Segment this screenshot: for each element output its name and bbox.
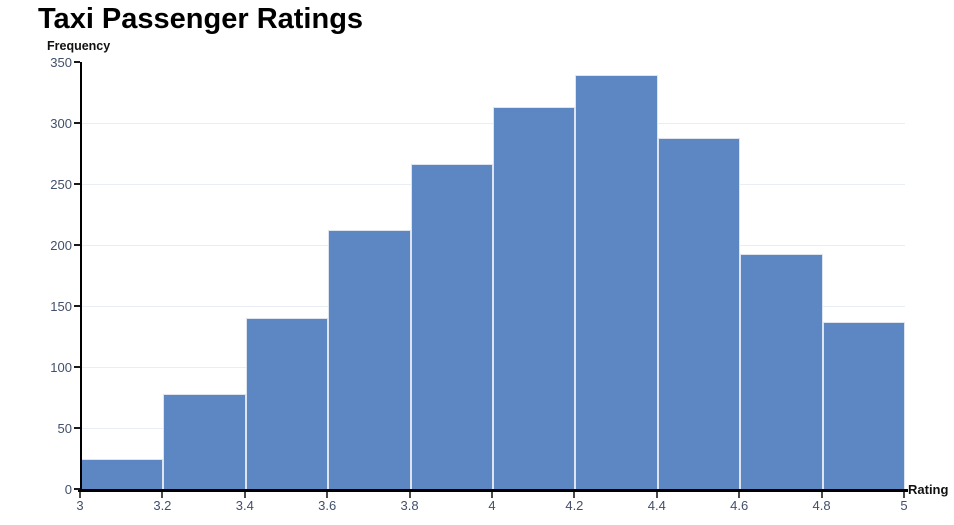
x-tick-mark bbox=[491, 492, 493, 498]
histogram-bar bbox=[328, 230, 411, 489]
histogram-bar bbox=[740, 253, 823, 489]
x-tick-label: 3.6 bbox=[318, 498, 337, 513]
x-tick-mark bbox=[738, 492, 741, 498]
histogram-bar bbox=[822, 321, 905, 489]
y-tick-mark bbox=[74, 488, 80, 490]
x-tick-label: 4.8 bbox=[812, 498, 831, 513]
y-tick-mark bbox=[74, 244, 80, 246]
x-tick-mark bbox=[820, 492, 823, 498]
x-tick-mark bbox=[408, 492, 411, 498]
x-tick-mark bbox=[903, 492, 905, 498]
x-tick-mark bbox=[655, 492, 658, 498]
y-tick-label: 0 bbox=[64, 482, 72, 497]
histogram-bar bbox=[410, 164, 493, 489]
x-tick-label: 4.2 bbox=[565, 498, 584, 513]
x-tick-mark bbox=[573, 492, 576, 498]
x-tick-label: 3 bbox=[76, 498, 84, 513]
y-tick-mark bbox=[74, 183, 80, 185]
histogram-bar bbox=[657, 137, 741, 489]
histogram-bar bbox=[81, 458, 164, 489]
x-tick-mark bbox=[243, 492, 246, 498]
chart-title: Taxi Passenger Ratings bbox=[38, 3, 364, 35]
histogram-bar bbox=[163, 393, 246, 489]
y-tick-label: 50 bbox=[57, 421, 72, 436]
x-tick-label: 3.2 bbox=[153, 498, 172, 513]
x-tick-label: 4.6 bbox=[730, 498, 749, 513]
x-tick-mark bbox=[161, 492, 164, 498]
y-tick-mark bbox=[74, 122, 80, 124]
y-tick-label: 350 bbox=[50, 55, 72, 70]
x-tick-label: 4.4 bbox=[647, 498, 666, 513]
histogram-bar bbox=[493, 107, 576, 489]
y-tick-label: 100 bbox=[50, 360, 72, 375]
x-tick-mark bbox=[79, 492, 81, 498]
x-tick-label: 5 bbox=[900, 498, 908, 513]
y-tick-mark bbox=[74, 61, 80, 63]
histogram-bar bbox=[575, 75, 658, 489]
y-axis bbox=[80, 62, 82, 491]
x-tick-label: 3.4 bbox=[235, 498, 254, 513]
y-tick-mark bbox=[74, 366, 80, 368]
histogram-bar bbox=[245, 318, 329, 489]
x-axis bbox=[78, 489, 908, 492]
y-tick-label: 250 bbox=[50, 177, 72, 192]
x-tick-mark bbox=[326, 492, 329, 498]
y-tick-label: 300 bbox=[50, 116, 72, 131]
x-axis-title: Rating bbox=[908, 482, 949, 497]
x-tick-label: 4 bbox=[488, 498, 496, 513]
y-tick-mark bbox=[74, 427, 80, 429]
y-tick-label: 200 bbox=[50, 238, 72, 253]
y-axis-title: Frequency bbox=[47, 39, 111, 53]
y-tick-mark bbox=[74, 305, 80, 307]
x-tick-label: 3.8 bbox=[400, 498, 419, 513]
y-tick-label: 150 bbox=[50, 299, 72, 314]
